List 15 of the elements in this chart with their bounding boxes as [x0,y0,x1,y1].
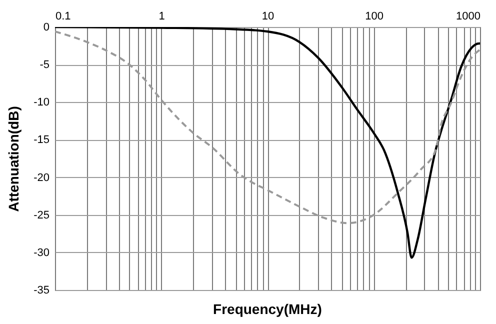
x-tick-label: 1000 [456,10,480,22]
y-tick-label: -35 [34,284,50,296]
x-tick-label: 1 [158,10,165,22]
x-axis-title: Frequency(MHz) [213,301,322,317]
y-axis-title: Attenuation(dB) [6,106,22,212]
x-tick-label: 10 [262,10,274,22]
y-tick-label: -30 [34,246,50,259]
y-tick-label: -15 [34,134,50,146]
y-tick-label: -25 [34,209,50,222]
y-tick-label: -5 [40,59,50,72]
y-tick-label: -10 [34,96,50,109]
y-tick-label: -20 [34,172,50,184]
x-tick-label: 100 [365,10,384,22]
y-tick-label: 0 [43,22,50,34]
x-tick-label: 0.1 [56,10,71,22]
